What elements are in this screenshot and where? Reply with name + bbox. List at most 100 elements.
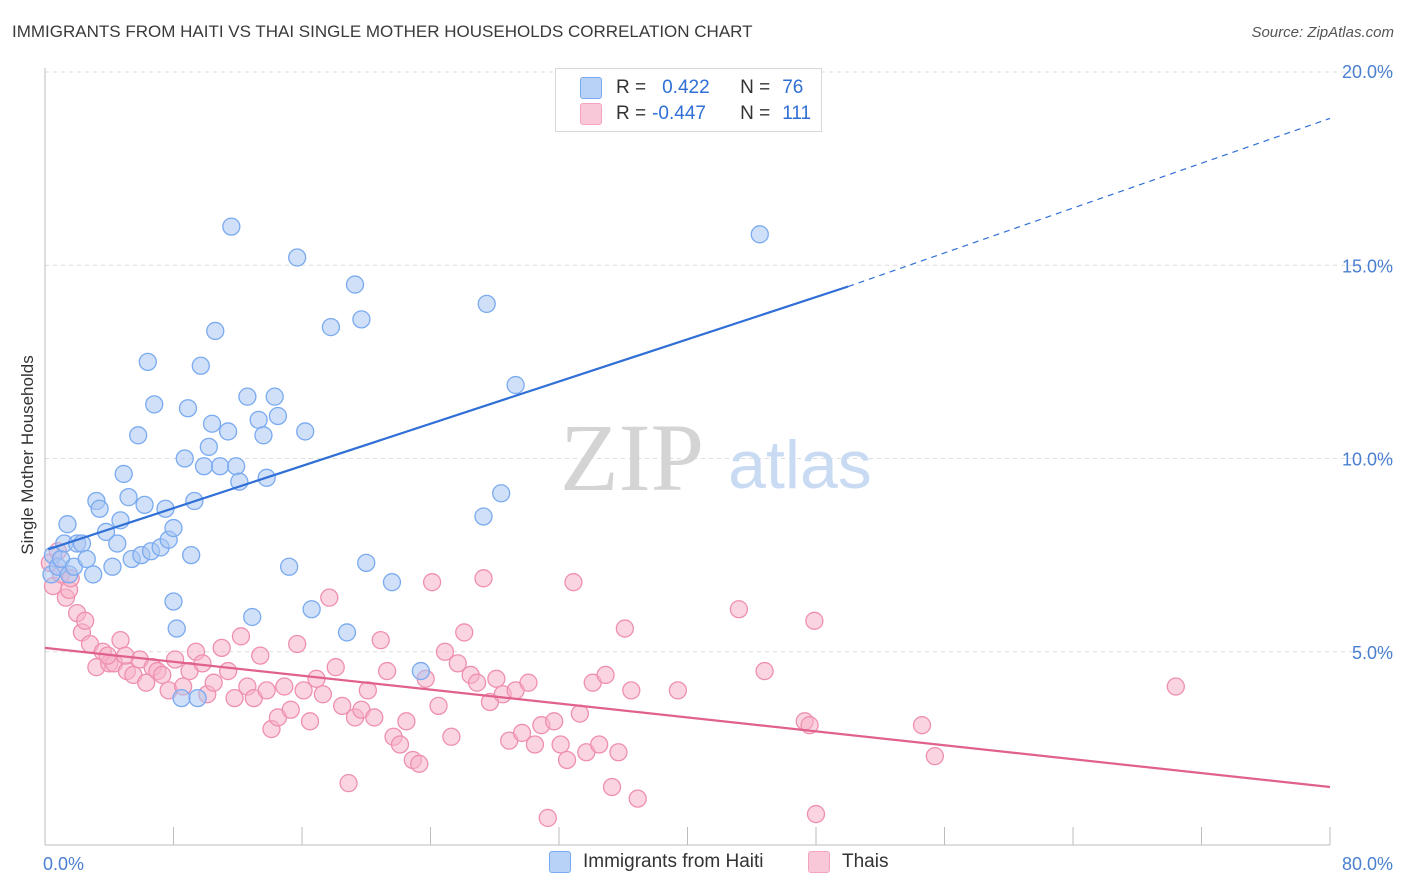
legend-n-label: N = bbox=[740, 103, 771, 124]
thais-point bbox=[390, 735, 410, 754]
thais-point bbox=[365, 708, 384, 727]
legend-swatch-blue bbox=[580, 77, 602, 99]
haiti-point bbox=[96, 522, 116, 542]
haiti-point bbox=[145, 395, 164, 414]
series-legend-thais[interactable]: Thais bbox=[808, 851, 888, 873]
y-tick-label: 20.0% bbox=[1342, 62, 1393, 82]
series-legend-haiti-label: Immigrants from Haiti bbox=[583, 851, 764, 872]
haiti-point bbox=[506, 375, 525, 395]
thais-point bbox=[622, 681, 641, 700]
series-legend: Immigrants from Haiti Thais bbox=[0, 851, 1406, 879]
thais-point bbox=[602, 777, 622, 797]
haiti-point bbox=[103, 557, 122, 576]
haiti-point bbox=[167, 619, 186, 638]
thais-point bbox=[251, 646, 270, 665]
data-points bbox=[40, 217, 1185, 828]
legend-n-label: N = bbox=[740, 77, 771, 98]
haiti-point bbox=[77, 549, 96, 569]
thais-point bbox=[377, 661, 397, 681]
thais-point bbox=[165, 650, 185, 669]
haiti-point bbox=[108, 534, 127, 553]
haiti-point bbox=[202, 414, 222, 433]
thais-point bbox=[925, 746, 945, 766]
y-tick-label: 5.0% bbox=[1352, 643, 1393, 663]
thais-point bbox=[281, 700, 300, 719]
thais-point bbox=[545, 712, 564, 731]
thais-point bbox=[422, 573, 442, 592]
haiti-point bbox=[345, 275, 365, 294]
thais-point bbox=[339, 774, 358, 793]
thais-point bbox=[218, 661, 238, 681]
y-tick-label: 10.0% bbox=[1342, 450, 1393, 470]
thais-point bbox=[668, 681, 688, 700]
haiti-point bbox=[129, 426, 148, 445]
thais-point bbox=[300, 712, 320, 731]
haiti-point bbox=[254, 426, 273, 445]
series-legend-haiti[interactable]: Immigrants from Haiti bbox=[549, 851, 764, 873]
series-swatch-pink bbox=[808, 851, 830, 873]
haiti-point bbox=[352, 310, 371, 329]
thais-point bbox=[487, 669, 506, 688]
thais-point bbox=[313, 685, 333, 704]
legend-row-haiti: R = 0.422 N = 76 bbox=[580, 76, 803, 100]
haiti-point bbox=[188, 688, 207, 708]
chart-title: IMMIGRANTS FROM HAITI VS THAI SINGLE MOT… bbox=[12, 22, 753, 41]
thais-point bbox=[609, 743, 628, 762]
haiti-point bbox=[296, 422, 315, 441]
thais-point bbox=[231, 627, 251, 646]
x-tick-label-max: 80.0% bbox=[1342, 854, 1393, 874]
thais-point bbox=[76, 611, 95, 630]
haiti-point bbox=[382, 573, 402, 592]
thais-point bbox=[448, 654, 467, 673]
thais-point bbox=[467, 673, 487, 692]
haiti-point bbox=[210, 457, 230, 476]
thais-point bbox=[410, 754, 429, 773]
thais-point bbox=[564, 573, 583, 592]
thais-point bbox=[538, 808, 557, 828]
haiti-point bbox=[477, 294, 496, 314]
haiti-point bbox=[492, 484, 511, 503]
thais-point bbox=[435, 642, 455, 661]
haiti-point bbox=[238, 387, 257, 406]
haiti-point bbox=[222, 217, 241, 236]
watermark-atlas: atlas bbox=[728, 427, 872, 503]
thais-point bbox=[225, 688, 244, 708]
thais-point bbox=[294, 681, 313, 700]
x-tick-label-min: 0.0% bbox=[43, 854, 84, 874]
grid-lines bbox=[45, 71, 1395, 653]
thais-point bbox=[596, 665, 615, 685]
thais-point bbox=[320, 588, 339, 607]
thais-point bbox=[628, 789, 647, 808]
haiti-point bbox=[135, 495, 154, 515]
haiti-point bbox=[357, 553, 376, 573]
thais-point bbox=[551, 735, 570, 754]
haiti-point bbox=[218, 422, 238, 441]
thais-point bbox=[137, 673, 156, 692]
thais-point bbox=[1166, 677, 1185, 696]
thais-point bbox=[912, 716, 932, 735]
thais-point bbox=[212, 638, 231, 658]
haiti-point bbox=[199, 437, 218, 457]
tick-labels: 5.0% 10.0% 15.0% 20.0% 0.0% 80.0% bbox=[43, 62, 1393, 874]
haiti-point bbox=[279, 557, 299, 576]
legend-swatch-pink bbox=[580, 103, 602, 125]
haiti-point bbox=[182, 545, 201, 565]
thais-point bbox=[442, 727, 461, 746]
legend-r-label: R = bbox=[616, 103, 647, 124]
correlation-legend: R = 0.422 N = 76 R = -0.447 N = 111 bbox=[555, 68, 822, 132]
haiti-point bbox=[288, 248, 307, 267]
thais-point bbox=[397, 712, 416, 731]
haiti-point bbox=[474, 507, 493, 526]
thais-point bbox=[257, 681, 276, 700]
legend-n-value: 111 bbox=[782, 103, 812, 124]
trend-lines bbox=[44, 117, 1331, 789]
haiti-point bbox=[191, 356, 210, 375]
thais-point bbox=[615, 619, 635, 638]
haiti-point bbox=[337, 623, 357, 642]
haiti-point bbox=[119, 487, 138, 507]
haiti-point bbox=[178, 399, 198, 418]
haiti-point bbox=[321, 317, 341, 337]
series-swatch-blue bbox=[549, 851, 571, 873]
haiti-point bbox=[164, 518, 183, 538]
